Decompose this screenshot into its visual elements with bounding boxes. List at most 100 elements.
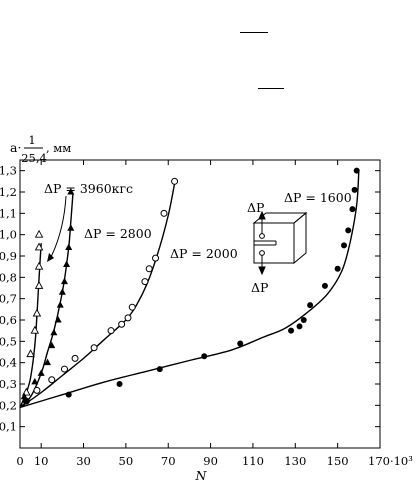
y-tick-labels: 0,1 0,2 0,3 0,4 0,5 0,6 0,7 0,8 0,9 1,0 1,1 1,2 1,3	[0, 164, 17, 434]
data-point-s2-13	[160, 209, 168, 217]
data-point-s3-1	[65, 391, 72, 398]
data-point-s2-9	[128, 303, 136, 311]
series-label-3960: ΔP = 3960кгс	[44, 181, 133, 196]
inset-load-label-top: ΔP	[247, 200, 264, 215]
data-point-s2-5	[90, 344, 98, 352]
series-label-1600: ΔP = 1600	[284, 190, 352, 205]
specimen-front-face	[253, 222, 295, 264]
specimen-hole-bottom	[259, 250, 265, 256]
tick-marks	[19, 160, 381, 448]
data-point-s3-2	[116, 381, 123, 387]
load-arrow-top-head	[258, 210, 266, 220]
y-axis-label-frac-num: 1	[28, 133, 35, 147]
data-point-s0-6	[34, 242, 44, 251]
data-point-s0-5	[34, 261, 44, 270]
x-tick-label-7: 130	[284, 454, 306, 468]
data-point-s3-5	[237, 340, 244, 347]
data-point-s3-4	[201, 353, 208, 360]
x-tick-label-8: 150	[327, 454, 349, 468]
y-tick-label-1: 0,2	[0, 398, 17, 412]
specimen-side-face	[293, 211, 307, 265]
data-point-s1-1	[31, 377, 39, 385]
data-point-s3-11	[334, 265, 341, 272]
specimen-inset	[252, 210, 308, 276]
data-point-s1-9	[60, 277, 68, 285]
data-point-s2-7	[118, 320, 126, 328]
y-tick-label-5: 0,6	[0, 313, 17, 327]
plot-frame	[19, 159, 381, 449]
series-label-2000: ΔP = 2000	[170, 246, 238, 261]
specimen-hole-top	[259, 233, 265, 239]
data-point-s3-8	[300, 317, 307, 323]
data-point-s2-14	[171, 177, 179, 185]
y-tick-label-6: 0,7	[0, 292, 17, 306]
load-arrow-bottom-head	[258, 266, 266, 276]
data-point-s0-2	[30, 325, 40, 334]
data-point-s1-3	[44, 358, 52, 366]
data-point-s3-3	[156, 366, 163, 373]
inset-load-label-bottom: ΔP	[251, 280, 268, 295]
data-point-s1-6	[54, 316, 62, 323]
data-point-s1-10	[63, 260, 71, 268]
data-point-s2-11	[145, 265, 153, 273]
data-point-s2-4	[71, 354, 79, 362]
data-point-s1-4	[48, 341, 56, 349]
data-point-s3-9	[307, 302, 314, 309]
data-point-s3-15	[351, 186, 358, 193]
x-tick-label-3: 50	[119, 454, 134, 468]
y-axis-label-unit: , мм	[46, 141, 71, 155]
series-line-1	[19, 194, 74, 409]
data-point-s0-0	[22, 387, 31, 396]
y-tick-label-4: 0,5	[0, 334, 17, 348]
x-tick-label-6: 110	[242, 454, 264, 468]
data-point-s1-2	[37, 369, 45, 376]
data-point-s0-7	[34, 229, 44, 238]
y-tick-label-10: 1,1	[0, 206, 17, 220]
data-point-s2-3	[60, 365, 68, 373]
annotation-arrow-3960	[47, 195, 67, 262]
x-tick-label-1: 10	[34, 454, 49, 468]
data-point-s1-5	[50, 328, 58, 336]
data-point-s3-10	[321, 282, 328, 289]
x-tick-label-4: 70	[161, 454, 176, 468]
header-mark-1	[240, 32, 268, 34]
data-point-s2-10	[141, 278, 149, 286]
series-label-2800: ΔP = 2800	[84, 226, 152, 241]
data-point-s2-6	[107, 327, 115, 335]
y-tick-label-3: 0,4	[0, 356, 17, 370]
data-point-s3-7	[296, 323, 303, 330]
x-tick-label-0: 0	[16, 454, 23, 468]
data-point-s0-1	[26, 349, 35, 358]
x-tick-label-5: 90	[203, 454, 218, 468]
data-point-s2-8	[124, 314, 132, 322]
data-point-s1-7	[56, 301, 64, 308]
x-axis-label: N	[195, 468, 208, 483]
data-point-s3-0	[23, 398, 30, 405]
y-tick-label-12: 1,3	[0, 164, 17, 178]
data-point-s1-8	[58, 288, 66, 295]
series-curves	[19, 170, 360, 409]
data-point-s1-13	[67, 188, 75, 195]
y-axis-label-frac-den: 25,4	[21, 151, 47, 165]
series-line-3	[19, 170, 360, 409]
data-point-s1-12	[67, 224, 75, 231]
data-point-s0-3	[32, 308, 42, 317]
data-point-s2-1	[33, 386, 41, 394]
x-tick-label-last: 170·10³	[368, 454, 413, 468]
y-axis-label: a· 1 25,4 , мм	[10, 133, 71, 165]
header-mark-2	[258, 88, 284, 90]
y-axis-label-prefix: a·	[10, 140, 21, 155]
data-point-s3-6	[288, 327, 295, 334]
y-tick-label-8: 0,9	[0, 249, 17, 263]
specimen-notch	[254, 240, 277, 246]
y-tick-label-2: 0,3	[0, 377, 17, 391]
y-tick-label-0: 0,1	[0, 420, 17, 434]
data-point-s3-14	[349, 206, 356, 213]
data-point-s1-11	[65, 243, 73, 250]
data-point-s3-12	[341, 242, 347, 249]
y-tick-label-11: 1,2	[0, 185, 17, 199]
y-tick-label-7: 0,8	[0, 270, 17, 284]
data-point-s2-12	[152, 254, 160, 262]
y-tick-label-9: 1,0	[0, 228, 17, 242]
data-point-s0-4	[34, 280, 44, 289]
